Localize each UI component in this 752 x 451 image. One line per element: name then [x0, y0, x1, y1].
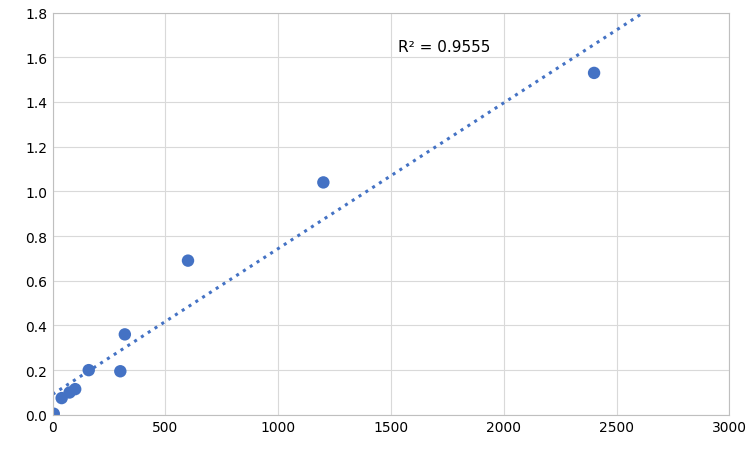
Point [317, 179, 329, 187]
Point [83, 367, 95, 374]
Point [182, 258, 194, 265]
Text: R² = 0.9555: R² = 0.9555 [398, 40, 490, 55]
Point [119, 331, 131, 338]
Point [56, 395, 68, 402]
Point [588, 70, 600, 78]
Point [69, 386, 81, 393]
Point [63, 389, 75, 396]
Point [48, 410, 60, 418]
Point [114, 368, 126, 375]
